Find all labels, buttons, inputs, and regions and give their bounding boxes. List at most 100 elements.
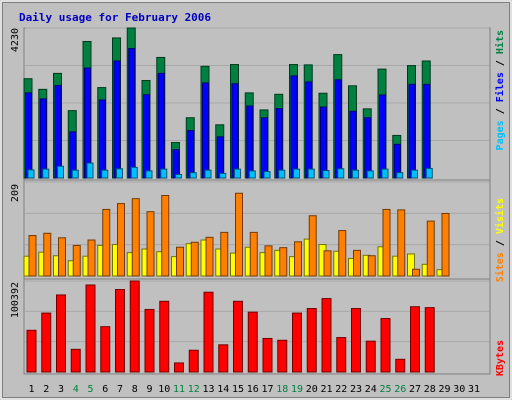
- x-tick-label: 22: [335, 384, 347, 395]
- sites-bar: [441, 212, 450, 277]
- kbytes-bar: [144, 308, 155, 373]
- pages-bar: [337, 168, 345, 179]
- sites-bar: [58, 237, 66, 277]
- kbytes-bar: [351, 308, 361, 373]
- pages-bar: [381, 168, 389, 179]
- kbytes-bar: [424, 307, 435, 373]
- files-bar: [54, 84, 62, 179]
- pages-bar: [278, 169, 286, 179]
- files-bar: [39, 98, 47, 179]
- legend-kbytes: KBytes: [495, 340, 506, 376]
- sites-bar: [28, 235, 37, 277]
- kbytes-bar: [188, 349, 199, 373]
- pages-bar: [396, 172, 404, 179]
- kbytes-bar: [174, 362, 184, 373]
- legend-hits: Hits: [494, 30, 506, 54]
- bars-layer: [23, 27, 450, 373]
- x-tick-label: 2: [43, 384, 49, 395]
- files-bar: [305, 81, 313, 179]
- pages-bar: [366, 170, 374, 179]
- pages-bar: [42, 168, 50, 179]
- sites-bar: [323, 250, 332, 277]
- pages-bar: [307, 168, 315, 179]
- kbytes-bar: [26, 329, 37, 373]
- legend-kbytes-panel: KBytes: [495, 340, 506, 376]
- legend-hits-files-pages: Pages / Files / Hits: [494, 30, 506, 150]
- files-bar: [349, 110, 357, 179]
- pages-bar: [57, 165, 64, 179]
- kbytes-bar: [233, 300, 243, 373]
- sites-bar: [249, 231, 258, 277]
- sites-bar: [87, 239, 96, 277]
- kbytes-bar: [218, 344, 229, 373]
- kbytes-bar: [410, 306, 420, 373]
- files-bar: [143, 94, 150, 179]
- pages-bar: [189, 172, 197, 179]
- files-bar: [261, 117, 268, 179]
- x-tick-label: 17: [261, 384, 273, 395]
- x-tick-label: 29: [438, 384, 450, 395]
- kbytes-bar: [129, 280, 140, 373]
- legend-sites: Sites: [494, 252, 506, 282]
- legend-sites-visits: Sites / Visits: [494, 198, 506, 282]
- x-tick-label: 4: [73, 384, 79, 395]
- sites-bar: [220, 231, 229, 277]
- pages-bar: [160, 168, 168, 179]
- sites-bar: [146, 211, 155, 277]
- kbytes-bar: [159, 300, 170, 373]
- x-tick-label: 5: [87, 384, 93, 395]
- x-tick-label: 1: [28, 384, 34, 395]
- sites-bar: [131, 198, 140, 277]
- sites-bar: [412, 268, 420, 277]
- pages-bar: [352, 169, 359, 179]
- kbytes-bar: [41, 312, 52, 373]
- files-bar: [202, 82, 209, 179]
- x-axis-labels: 1 2 3 4 5 6 7 8 9 10 11 12 13 14 15 16 17 18 19 20 21 22 23 24 2…: [28, 384, 480, 395]
- x-tick-label: 18: [276, 384, 288, 395]
- kbytes-bar: [306, 308, 317, 373]
- sites-bar: [338, 230, 347, 277]
- kbytes-bar: [336, 337, 347, 373]
- sites-bar: [397, 209, 406, 277]
- x-tick-label: 30: [453, 384, 465, 395]
- pages-bar: [116, 168, 123, 179]
- kbytes-bar: [56, 294, 66, 373]
- pages-bar: [263, 171, 271, 179]
- files-bar: [216, 136, 224, 179]
- sites-bar: [294, 241, 302, 277]
- pages-bar: [219, 172, 227, 179]
- legend-files: Files: [494, 72, 506, 102]
- x-tick-label: 26: [394, 384, 406, 395]
- x-tick-label: 21: [320, 384, 332, 395]
- sites-bar: [117, 203, 125, 277]
- files-bar: [423, 83, 431, 179]
- sites-bar: [382, 208, 391, 277]
- pages-bar: [145, 170, 153, 179]
- legend-hits-panel: Pages / Files / Hits: [494, 30, 506, 150]
- x-tick-label: 24: [365, 384, 377, 395]
- legend-pages: Pages: [495, 120, 506, 150]
- pages-bar: [248, 170, 256, 179]
- chart-title: Daily usage for February 2006: [19, 11, 211, 24]
- legend-sites-panel: Sites / Visits: [494, 198, 506, 282]
- kbytes-bar: [247, 311, 258, 373]
- files-bar: [246, 105, 254, 179]
- x-tick-label: 31: [468, 384, 480, 395]
- sites-bar: [235, 192, 243, 277]
- kbytes-bar: [262, 337, 273, 373]
- pages-bar: [293, 168, 300, 179]
- sites-bar: [279, 247, 288, 277]
- x-tick-label: 7: [117, 384, 123, 395]
- kbytes-bar: [365, 340, 376, 373]
- files-bar: [364, 117, 372, 179]
- sites-bar: [102, 208, 111, 277]
- x-tick-label: 8: [132, 384, 138, 395]
- x-tick-label: 16: [247, 384, 259, 395]
- pages-bar: [27, 169, 35, 179]
- sites-bar: [308, 215, 317, 277]
- kbytes-bar: [85, 284, 96, 373]
- pages-bar: [204, 169, 212, 179]
- sites-bar: [353, 249, 361, 277]
